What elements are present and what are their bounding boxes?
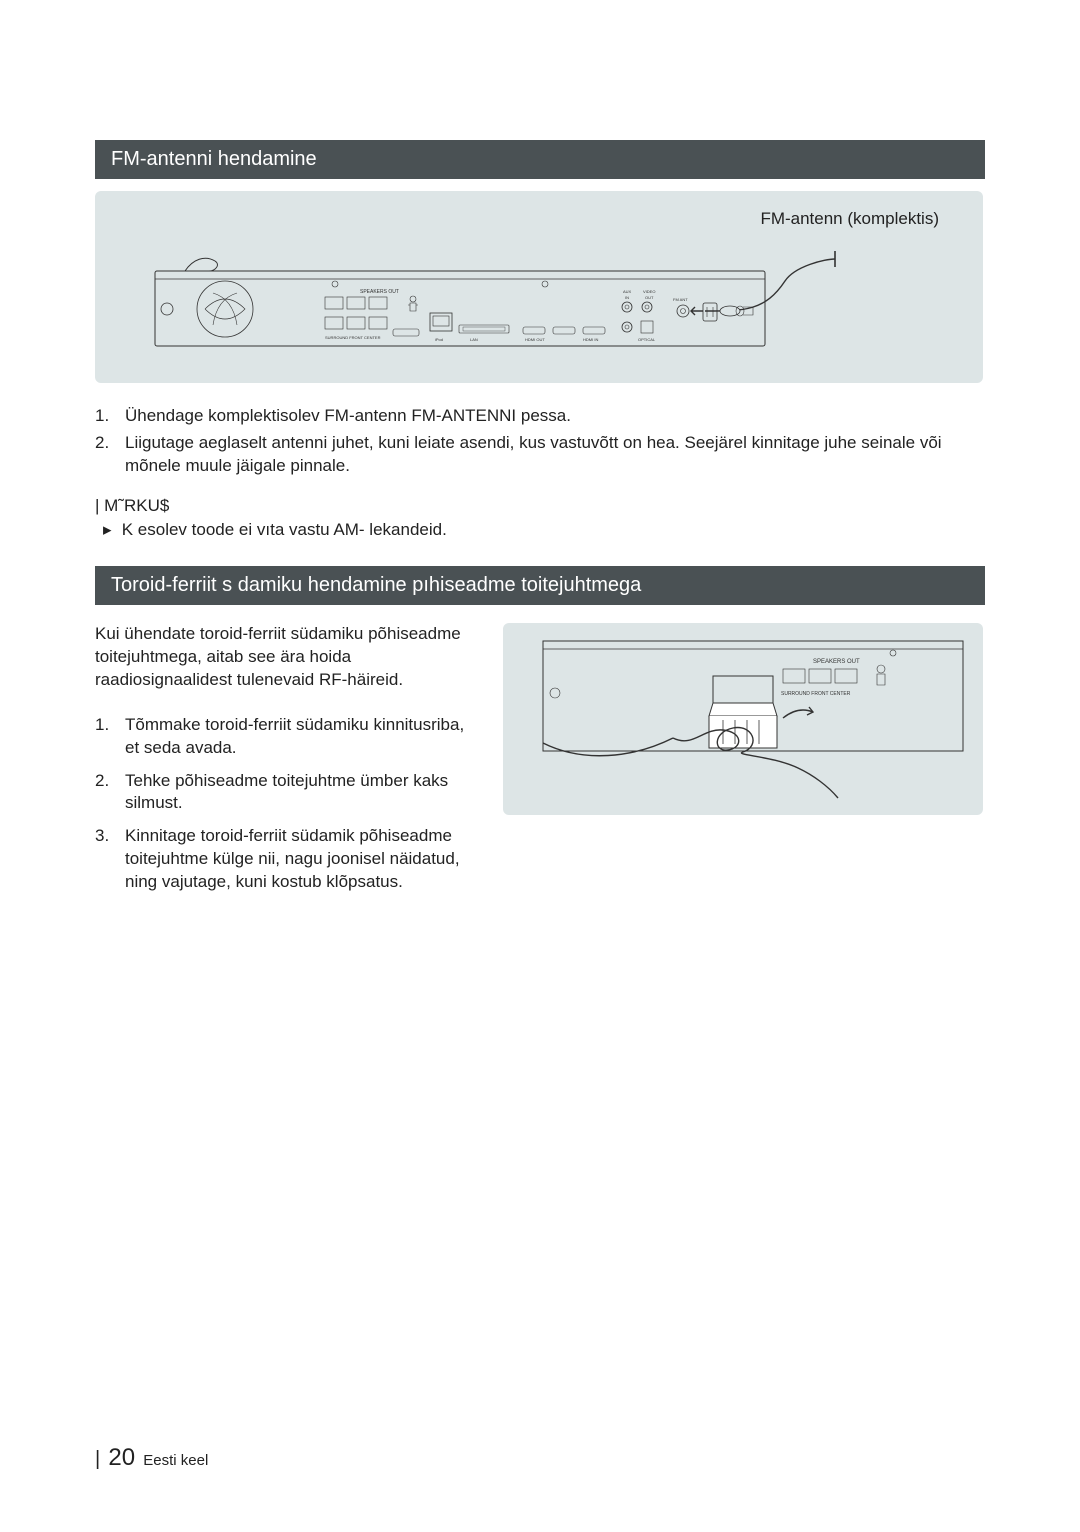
svg-text:SURROUND FRONT CENTER: SURROUND FRONT CENTER — [781, 691, 851, 697]
list-item: 1. Tõmmake toroid-ferriit südamiku kinni… — [95, 714, 475, 760]
list-number: 1. — [95, 714, 125, 760]
section1-steps: 1. Ühendage komplektisolev FM-antenn FM-… — [95, 405, 985, 478]
arrow-icon: ▸ — [103, 520, 117, 540]
list-text: Ühendage komplektisolev FM-antenn FM-ANT… — [125, 405, 571, 428]
list-item: 3. Kinnitage toroid-ferriit südamik põhi… — [95, 825, 475, 894]
diagram2-box: SPEAKERS OUT SURROUND FRONT CENTER — [503, 623, 983, 815]
remark-text: K esolev toode ei vıta vastu AM- lekande… — [122, 520, 447, 539]
list-number: 2. — [95, 770, 125, 816]
page-footer: | 20 Eesti keel — [95, 1444, 208, 1472]
svg-text:SPEAKERS OUT: SPEAKERS OUT — [813, 659, 860, 665]
list-item: 1. Ühendage komplektisolev FM-antenn FM-… — [95, 405, 985, 428]
device-rear-diagram: SPEAKERS OUT SURROUND FRONT CENTER iPod … — [145, 251, 935, 371]
list-text: Kinnitage toroid-ferriit südamik põhisea… — [125, 825, 475, 894]
section2-right: SPEAKERS OUT SURROUND FRONT CENTER — [503, 623, 983, 904]
footer-lang: Eesti keel — [143, 1452, 208, 1469]
svg-text:IN: IN — [625, 295, 629, 300]
svg-text:SPEAKERS OUT: SPEAKERS OUT — [360, 289, 399, 295]
svg-text:OPTICAL: OPTICAL — [638, 337, 656, 342]
list-text: Tehke põhiseadme toitejuhtme ümber kaks … — [125, 770, 475, 816]
svg-text:HDMI IN: HDMI IN — [583, 337, 598, 342]
section2-left: Kui ühendate toroid-ferriit südamiku põh… — [95, 623, 475, 904]
list-number: 3. — [95, 825, 125, 894]
svg-text:iPod: iPod — [435, 337, 443, 342]
page-number: 20 — [108, 1444, 135, 1471]
section2-steps: 1. Tõmmake toroid-ferriit südamiku kinni… — [95, 714, 475, 895]
section1-header: FM-antenni hendamine — [95, 140, 985, 179]
remark-line: ▸ K esolev toode ei vıta vastu AM- lekan… — [103, 520, 985, 540]
list-number: 2. — [95, 432, 125, 478]
diagram1-label: FM-antenn (komplektis) — [760, 209, 939, 229]
diagram1-box: FM-antenn (komplektis) SPEAKERS OUT SURR… — [95, 191, 983, 383]
svg-text:HDMI OUT: HDMI OUT — [525, 337, 545, 342]
section1-title: FM-antenni hendamine — [111, 148, 317, 170]
section2-title: Toroid-ferriit s damiku hendamine pıhise… — [111, 574, 641, 596]
list-text: Liigutage aeglaselt antenni juhet, kuni … — [125, 432, 985, 478]
list-text: Tõmmake toroid-ferriit südamiku kinnitus… — [125, 714, 475, 760]
section2-intro: Kui ühendate toroid-ferriit südamiku põh… — [95, 623, 475, 692]
toroid-diagram: SPEAKERS OUT SURROUND FRONT CENTER — [503, 623, 983, 815]
section2-columns: Kui ühendate toroid-ferriit südamiku põh… — [95, 623, 985, 904]
remark-label: | M˜RKU$ — [95, 496, 985, 516]
svg-text:LAN: LAN — [470, 337, 478, 342]
svg-text:AUX: AUX — [623, 289, 632, 294]
list-item: 2. Liigutage aeglaselt antenni juhet, ku… — [95, 432, 985, 478]
list-item: 2. Tehke põhiseadme toitejuhtme ümber ka… — [95, 770, 475, 816]
section2-header: Toroid-ferriit s damiku hendamine pıhise… — [95, 566, 985, 605]
page-content: FM-antenni hendamine FM-antenn (komplekt… — [95, 140, 985, 904]
footer-bar: | — [95, 1448, 100, 1470]
list-number: 1. — [95, 405, 125, 428]
svg-text:SURROUND FRONT CENTER: SURROUND FRONT CENTER — [325, 335, 381, 340]
svg-text:OUT: OUT — [645, 295, 654, 300]
svg-text:FM ANT: FM ANT — [673, 297, 688, 302]
svg-text:VIDEO: VIDEO — [643, 289, 655, 294]
